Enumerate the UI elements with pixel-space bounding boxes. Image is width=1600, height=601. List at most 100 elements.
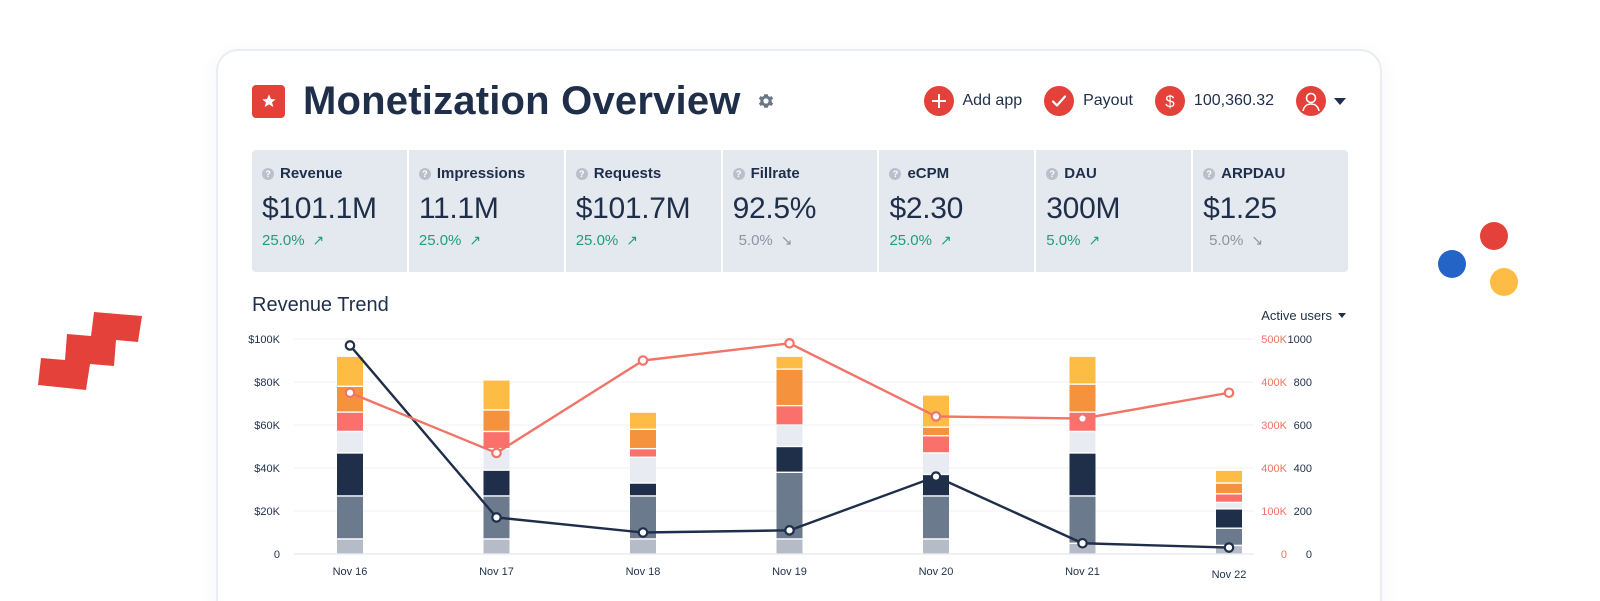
kpi-delta-value: 5.0% xyxy=(1209,232,1244,249)
y-tick-label: $60K xyxy=(254,420,280,432)
bar-segment xyxy=(483,470,510,496)
series-point xyxy=(491,512,502,523)
kpi-value: 11.1M xyxy=(418,192,499,225)
user-menu[interactable] xyxy=(1296,86,1346,116)
zigzag-decoration-icon xyxy=(38,312,142,390)
monetization-card: Monetization Overview Add app Pay xyxy=(216,49,1382,601)
help-icon[interactable]: ? xyxy=(732,167,745,180)
kpi-header: ? Impressions xyxy=(418,165,554,182)
kpi-header: ? Requests xyxy=(575,165,711,182)
kpi-arpdau[interactable]: ? ARPDAU $1.25 5.0% ↘ xyxy=(1193,150,1348,272)
kpi-dau[interactable]: ? DAU 300M 5.0% ↗ xyxy=(1036,150,1194,272)
kpi-delta: 25.0% ↗ xyxy=(889,232,1024,249)
bar-segment xyxy=(1069,432,1096,453)
kpi-header: ? Revenue xyxy=(262,165,397,182)
y2-tick-label: 500K xyxy=(1261,334,1287,346)
kpi-revenue[interactable]: ? Revenue $101.1M 25.0% ↗ xyxy=(252,150,409,272)
trend-up-icon: ↗ xyxy=(1088,232,1101,248)
kpi-value: $1.25 xyxy=(1203,192,1277,225)
trend-up-icon: ↗ xyxy=(469,232,482,248)
kpi-delta-value: 25.0% xyxy=(262,232,305,249)
bar-segment xyxy=(776,539,803,554)
bar-segment xyxy=(1216,494,1242,502)
x-tick-label: Nov 19 xyxy=(772,566,807,578)
dropdown-label: Active users xyxy=(1261,308,1332,323)
bar-segment xyxy=(1216,528,1242,545)
trend-down-icon: ↘ xyxy=(780,232,793,248)
balance-button[interactable]: $ 100,360.32 xyxy=(1154,86,1274,116)
bar-segment xyxy=(776,447,803,472)
help-icon[interactable]: ? xyxy=(262,167,274,180)
bar-segment xyxy=(630,430,656,448)
y-tick-label: $100K xyxy=(248,334,280,346)
kpi-delta: 25.0% ↗ xyxy=(419,232,554,249)
y2-tick-label: 400K xyxy=(1261,463,1287,475)
kpi-label: Revenue xyxy=(280,165,343,182)
kpi-value: $2.30 xyxy=(889,192,964,225)
y3-tick-label: 1000 xyxy=(1288,334,1312,346)
bar-segment xyxy=(630,449,656,457)
bar-segment xyxy=(776,356,803,369)
kpi-delta-value: 25.0% xyxy=(418,232,462,249)
revenue-trend-chart: 0 0 0 $20K 100K 200 $40K 400K 400 $60K 300K 600 $80K… xyxy=(248,334,1312,581)
help-icon[interactable]: ? xyxy=(889,167,902,180)
help-icon[interactable]: ? xyxy=(418,167,431,180)
chevron-down-icon xyxy=(1334,97,1346,105)
y-tick-label: $20K xyxy=(254,506,280,518)
y3-tick-label: 400 xyxy=(1294,463,1312,475)
add-app-label: Add app xyxy=(962,92,1023,109)
series-point xyxy=(344,340,356,351)
x-tick-label: Nov 17 xyxy=(479,566,514,578)
x-tick-label: Nov 20 xyxy=(919,566,954,578)
series-point xyxy=(637,527,649,538)
kpi-fillrate[interactable]: ? Fillrate 92.5% 5.0% ↘ xyxy=(723,150,880,272)
bar-segment xyxy=(630,483,656,496)
y-tick-label: 0 xyxy=(274,549,280,561)
kpi-label: eCPM xyxy=(907,165,950,182)
bar-segment xyxy=(1069,543,1096,554)
plus-icon xyxy=(923,86,954,116)
star-logo-icon xyxy=(252,84,285,118)
help-icon[interactable]: ? xyxy=(575,167,588,180)
active-users-dropdown[interactable]: Active users xyxy=(1261,308,1346,323)
bar-segment xyxy=(630,457,656,483)
bar-segment xyxy=(483,449,510,470)
series-point xyxy=(784,525,795,536)
x-tick-label: Nov 18 xyxy=(626,566,661,578)
bar-segment xyxy=(337,496,363,539)
help-icon[interactable]: ? xyxy=(1203,167,1216,180)
payout-label: Payout xyxy=(1083,92,1133,109)
y2-tick-label: 0 xyxy=(1281,549,1287,561)
page-title: Monetization Overview xyxy=(303,78,741,123)
kpi-impressions[interactable]: ? Impressions 11.1M 25.0% ↗ xyxy=(409,150,566,272)
bar-segment xyxy=(776,425,803,446)
chart-title: Revenue Trend xyxy=(252,294,389,316)
bar-segment xyxy=(337,432,363,453)
y3-tick-label: 800 xyxy=(1294,377,1312,389)
bar-segment xyxy=(337,539,363,554)
gear-icon[interactable] xyxy=(757,91,777,111)
trend-down-icon: ↘ xyxy=(1251,232,1264,248)
x-tick-label: Nov 21 xyxy=(1065,566,1100,578)
payout-button[interactable]: Payout xyxy=(1044,86,1133,116)
bar-segment xyxy=(776,406,803,425)
bar-segment xyxy=(1216,470,1242,483)
help-icon[interactable]: ? xyxy=(1046,167,1059,180)
header-actions: Add app Payout $ 100,360.32 xyxy=(923,86,1346,116)
kpi-header: ? DAU xyxy=(1046,165,1181,182)
y-tick-label: $40K xyxy=(254,463,280,475)
add-app-button[interactable]: Add app xyxy=(923,86,1023,116)
series-point xyxy=(930,471,942,482)
bar-segment xyxy=(776,369,803,405)
kpi-delta: 25.0% ↗ xyxy=(576,232,711,249)
trend-up-icon: ↗ xyxy=(312,232,325,248)
kpi-header: ? Fillrate xyxy=(732,165,868,182)
bar-segment xyxy=(483,539,510,554)
bar-segment xyxy=(483,380,510,410)
bar-segment xyxy=(923,496,949,539)
kpi-requests[interactable]: ? Requests $101.7M 25.0% ↗ xyxy=(566,150,723,272)
series-point xyxy=(344,387,356,399)
kpi-label: ARPDAU xyxy=(1221,165,1286,182)
kpi-ecpm[interactable]: ? eCPM $2.30 25.0% ↗ xyxy=(879,150,1037,272)
y3-tick-label: 200 xyxy=(1294,506,1312,518)
